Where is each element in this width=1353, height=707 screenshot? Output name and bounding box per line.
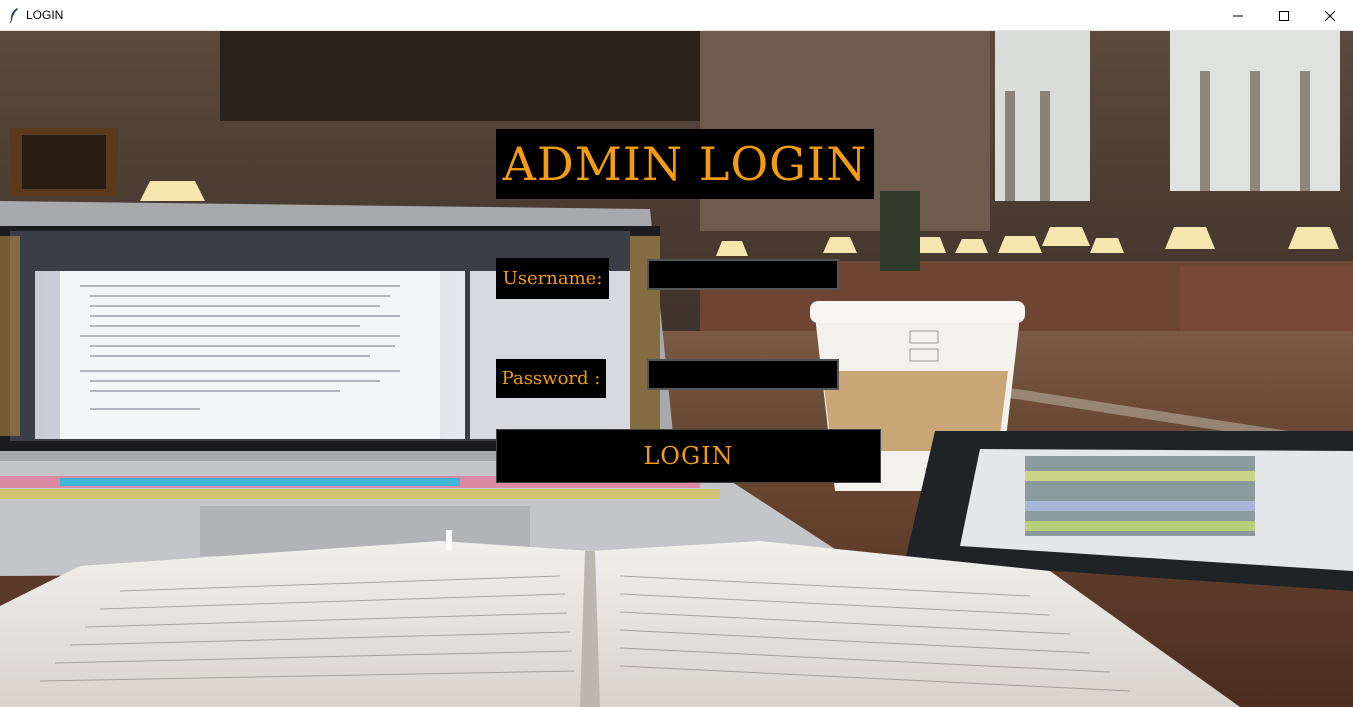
maximize-button[interactable] xyxy=(1261,0,1307,31)
minimize-icon xyxy=(1233,15,1243,16)
login-button[interactable]: LOGIN xyxy=(496,429,881,483)
maximize-icon xyxy=(1279,10,1289,21)
password-input[interactable] xyxy=(647,359,839,390)
window-title: LOGIN xyxy=(26,8,64,22)
feather-icon xyxy=(2,0,26,31)
page-title: ADMIN LOGIN xyxy=(496,129,874,199)
password-label: Password : xyxy=(496,359,606,398)
username-input[interactable] xyxy=(647,259,839,290)
window-titlebar: LOGIN xyxy=(0,0,1353,31)
text-cursor xyxy=(446,530,452,550)
username-label: Username: xyxy=(496,258,609,299)
close-button[interactable] xyxy=(1307,0,1353,31)
close-icon xyxy=(1324,10,1336,21)
minimize-button[interactable] xyxy=(1215,0,1261,31)
